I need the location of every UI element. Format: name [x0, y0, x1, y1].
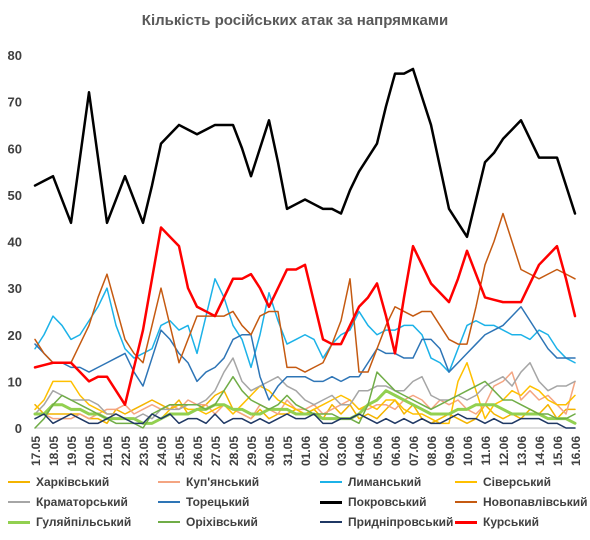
x-tick-label: 02.06: [317, 436, 331, 466]
legend-swatch: [320, 481, 342, 483]
x-tick-label: 07.06: [407, 436, 421, 466]
y-tick-label: 20: [8, 328, 22, 343]
x-tick-label: 28.05: [227, 436, 241, 466]
x-tick-label: 25.05: [173, 436, 187, 466]
x-tick-label: 12.06: [497, 436, 511, 466]
x-tick-label: 24.05: [155, 436, 169, 466]
legend-label: Покровський: [348, 495, 427, 509]
legend-label: Гуляйпільський: [36, 515, 132, 529]
x-tick-label: 10.06: [461, 436, 475, 466]
y-tick-label: 30: [8, 281, 22, 296]
x-tick-label: 14.06: [533, 436, 547, 466]
y-tick-label: 70: [8, 95, 22, 110]
x-tick-label: 11.06: [479, 436, 493, 466]
x-tick-label: 29.05: [245, 436, 259, 466]
x-tick-label: 16.06: [569, 436, 583, 466]
x-tick-label: 21.05: [101, 436, 115, 466]
legend-swatch: [320, 501, 342, 504]
series-line: [34, 278, 576, 373]
legend-swatch: [455, 521, 477, 524]
x-tick-label: 15.06: [551, 436, 565, 466]
x-tick-label: 22.05: [119, 436, 133, 466]
legend-swatch: [8, 481, 30, 483]
legend-label: Сіверський: [483, 475, 552, 489]
legend-swatch: [158, 521, 180, 523]
series-line: [34, 371, 576, 429]
legend-label: Придніпровський: [348, 515, 454, 529]
legend-swatch: [320, 521, 342, 523]
legend-label: Оріхівський: [186, 515, 258, 529]
x-tick-label: 18.05: [47, 436, 61, 466]
x-tick-label: 01.06: [299, 436, 313, 466]
series-line: [34, 413, 576, 429]
y-tick-label: 40: [8, 235, 22, 250]
x-tick-label: 27.05: [209, 436, 223, 466]
legend-swatch: [8, 521, 30, 524]
x-tick-label: 30.05: [263, 436, 277, 466]
x-tick-label: 06.06: [389, 436, 403, 466]
x-tick-label: 26.05: [191, 436, 205, 466]
legend-swatch: [8, 501, 30, 503]
x-tick-label: 19.05: [65, 436, 79, 466]
legend-swatch: [455, 501, 477, 503]
legend-label: Новопавлівський: [483, 495, 588, 509]
y-tick-label: 0: [15, 421, 22, 436]
series-line: [34, 371, 576, 420]
x-tick-label: 17.05: [29, 436, 43, 466]
x-tick-label: 08.06: [425, 436, 439, 466]
y-tick-label: 50: [8, 188, 22, 203]
legend-swatch: [158, 481, 180, 483]
series-line: [33, 67, 577, 239]
legend-label: Торецький: [186, 495, 250, 509]
legend-swatch: [158, 501, 180, 503]
x-tick-label: 09.06: [443, 436, 457, 466]
legend-swatch: [455, 481, 477, 483]
legend-label: Краматорський: [36, 495, 128, 509]
series-line: [34, 212, 576, 373]
chart-title: Кількість російських атак за напрямками: [141, 12, 449, 29]
x-tick-label: 04.06: [353, 436, 367, 466]
legend-label: Куп'янський: [186, 475, 260, 489]
x-tick-label: 23.05: [137, 436, 151, 466]
x-tick-label: 03.06: [335, 436, 349, 466]
x-tick-label: 13.06: [515, 436, 529, 466]
x-tick-label: 05.06: [371, 436, 385, 466]
x-tick-label: 31.05: [281, 436, 295, 466]
series-line: [33, 226, 577, 406]
legend-label: Лиманський: [348, 475, 422, 489]
legend-label: Харківський: [36, 475, 110, 489]
x-tick-label: 20.05: [83, 436, 97, 466]
series-line: [34, 306, 576, 401]
y-tick-label: 60: [8, 141, 22, 156]
y-tick-label: 10: [8, 374, 22, 389]
legend-label: Курський: [483, 515, 539, 529]
y-tick-label: 80: [8, 48, 22, 63]
